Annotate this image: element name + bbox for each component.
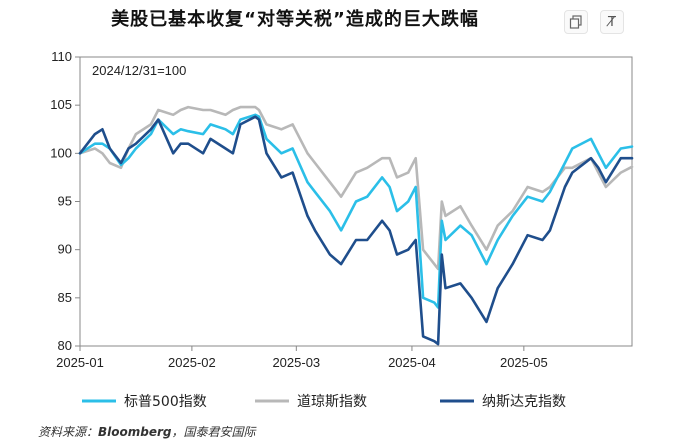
y-tick-label: 85 xyxy=(58,290,72,305)
copy-icon-glyph xyxy=(569,15,582,29)
x-tick-label: 2025-03 xyxy=(272,355,320,370)
translate-icon[interactable]: T̸ xyxy=(600,10,624,34)
y-tick-label: 100 xyxy=(50,145,72,160)
plot-layer: 80 85 90 95 100 105 110 2025-01 2025-02 2025-03 20… xyxy=(50,49,634,410)
copy-icon[interactable] xyxy=(564,10,588,34)
source-name: Bloomberg xyxy=(98,425,172,439)
y-tick-label: 95 xyxy=(58,194,72,209)
y-tick-label: 90 xyxy=(58,242,72,257)
x-tick-label: 2025-01 xyxy=(56,355,104,370)
translate-icon-label: T̸ xyxy=(608,14,616,30)
series-line-2 xyxy=(78,115,634,346)
legend-label: 道琼斯指数 xyxy=(297,394,367,410)
x-tick-label: 2025-05 xyxy=(500,355,548,370)
source-note: 资料来源：Bloomberg，国泰君安国际 xyxy=(38,423,256,440)
source-prefix: 资料来源： xyxy=(38,425,99,439)
y-tick-label: 105 xyxy=(50,97,72,112)
x-tick-label: 2025-02 xyxy=(168,355,216,370)
chart-title: 美股已基本收复“对等关税”造成的巨大跌幅 xyxy=(111,9,479,30)
series-line-1 xyxy=(78,105,634,271)
y-tick-label: 110 xyxy=(51,49,72,64)
legend-label: 标普500指数 xyxy=(124,394,207,410)
chart-area: 80 85 90 95 100 105 110 2025-01 2025-02 2025-03 20… xyxy=(50,49,634,410)
series-line-0 xyxy=(78,113,634,309)
source-suffix: ，国泰君安国际 xyxy=(171,425,256,439)
y-tick-label: 80 xyxy=(58,338,72,353)
x-tick-label: 2025-04 xyxy=(388,355,436,370)
base-annotation: 2024/12/31=100 xyxy=(92,63,186,78)
legend-label: 纳斯达克指数 xyxy=(482,394,566,410)
